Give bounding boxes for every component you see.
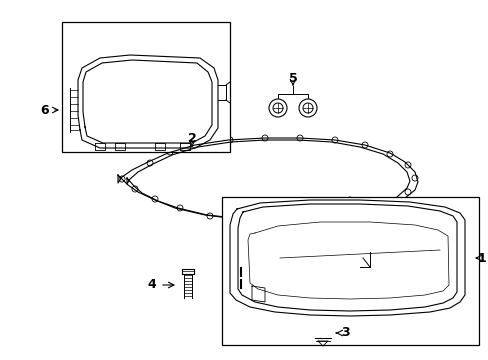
Text: 1: 1 [477, 252, 486, 265]
Text: 3: 3 [340, 327, 348, 339]
Text: 2: 2 [187, 131, 196, 144]
Bar [222, 197, 478, 345]
Text: 6: 6 [41, 104, 49, 117]
Text: 5: 5 [288, 72, 297, 85]
Polygon shape [317, 341, 327, 346]
Bar [62, 22, 229, 152]
Text: 4: 4 [147, 279, 156, 292]
